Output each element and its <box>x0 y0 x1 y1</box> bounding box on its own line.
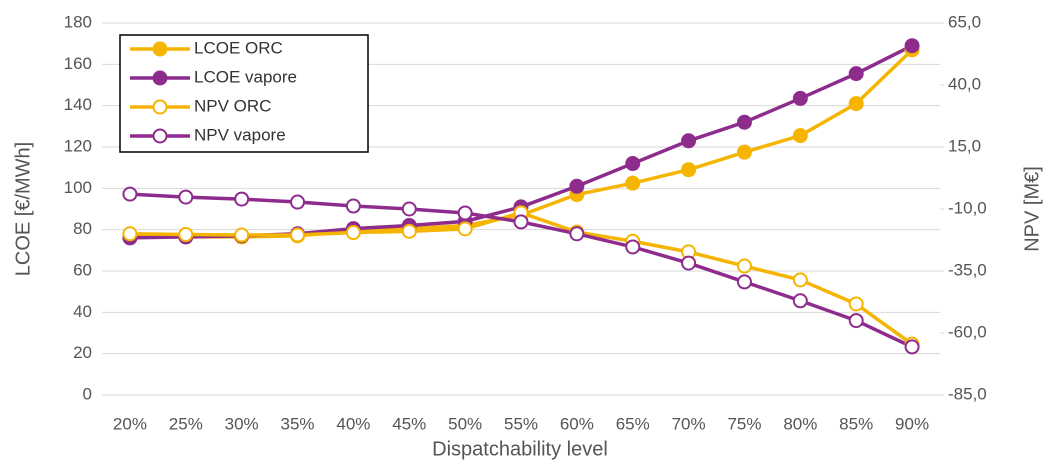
x-tick-label: 20% <box>113 414 147 433</box>
data-point <box>736 114 752 130</box>
y-tick-label: 80 <box>73 219 92 238</box>
data-point <box>178 189 194 205</box>
x-tick-label: 80% <box>783 414 817 433</box>
legend-label: LCOE vapore <box>194 67 297 86</box>
y2-tick-label: -10,0 <box>948 198 987 217</box>
y-axis-title: LCOE [€/MWh] <box>12 142 34 276</box>
data-point <box>848 96 864 112</box>
y-tick-label: 160 <box>64 54 92 73</box>
legend-marker <box>152 70 168 86</box>
data-point <box>625 239 641 255</box>
data-point <box>736 258 752 274</box>
data-point <box>625 175 641 191</box>
y2-tick-label: -60,0 <box>948 322 987 341</box>
data-point <box>401 201 417 217</box>
data-point <box>792 90 808 106</box>
data-point <box>736 274 752 290</box>
data-point <box>904 38 920 54</box>
data-point <box>122 186 138 202</box>
data-point <box>848 313 864 329</box>
x-tick-label: 35% <box>281 414 315 433</box>
data-point <box>792 272 808 288</box>
data-point <box>681 255 697 271</box>
x-tick-label: 50% <box>448 414 482 433</box>
data-point <box>401 223 417 239</box>
legend-label: LCOE ORC <box>194 38 283 57</box>
data-point <box>290 227 306 243</box>
x-tick-label: 65% <box>616 414 650 433</box>
x-tick-label: 55% <box>504 414 538 433</box>
x-tick-label: 40% <box>336 414 370 433</box>
data-point <box>234 191 250 207</box>
data-point <box>457 205 473 221</box>
legend-marker <box>152 128 168 144</box>
data-point <box>513 214 529 230</box>
y2-tick-label: 40,0 <box>948 74 981 93</box>
data-point <box>569 178 585 194</box>
data-point <box>290 194 306 210</box>
x-tick-label: 30% <box>225 414 259 433</box>
y-tick-label: 120 <box>64 136 92 155</box>
data-point <box>345 225 361 241</box>
y-tick-label: 60 <box>73 260 92 279</box>
y-tick-label: 20 <box>73 343 92 362</box>
data-point <box>457 221 473 237</box>
legend: LCOE ORC LCOE vapore NPV ORC NPV vapore <box>119 34 369 153</box>
y-tick-label: 40 <box>73 302 92 321</box>
data-point <box>569 226 585 242</box>
legend-label: NPV vapore <box>194 125 286 144</box>
y-tick-label: 100 <box>64 178 92 197</box>
data-point <box>736 144 752 160</box>
data-point <box>904 339 920 355</box>
x-tick-label: 90% <box>895 414 929 433</box>
data-point <box>178 227 194 243</box>
y2-tick-label: 65,0 <box>948 12 981 31</box>
y2-axis-title: NPV [M€] <box>1021 166 1043 252</box>
y-tick-label: 0 <box>83 384 92 403</box>
x-axis-title: Dispatchability level <box>432 438 608 460</box>
data-point <box>625 156 641 172</box>
legend-marker <box>152 99 168 115</box>
data-point <box>848 296 864 312</box>
data-point <box>234 227 250 243</box>
legend-label: NPV ORC <box>194 96 271 115</box>
data-point <box>345 198 361 214</box>
x-tick-label: 25% <box>169 414 203 433</box>
y-tick-label: 180 <box>64 12 92 31</box>
data-point <box>681 162 697 178</box>
legend-marker <box>152 41 168 57</box>
data-point <box>122 226 138 242</box>
x-tick-label: 45% <box>392 414 426 433</box>
x-tick-label: 60% <box>560 414 594 433</box>
y2-tick-label: -85,0 <box>948 384 987 403</box>
y2-tick-label: -35,0 <box>948 260 987 279</box>
x-tick-label: 85% <box>839 414 873 433</box>
data-point <box>681 133 697 149</box>
y-tick-label: 140 <box>64 95 92 114</box>
data-point <box>792 128 808 144</box>
data-point <box>848 66 864 82</box>
y2-tick-label: 15,0 <box>948 136 981 155</box>
x-tick-label: 70% <box>672 414 706 433</box>
x-tick-label: 75% <box>727 414 761 433</box>
data-point <box>792 293 808 309</box>
